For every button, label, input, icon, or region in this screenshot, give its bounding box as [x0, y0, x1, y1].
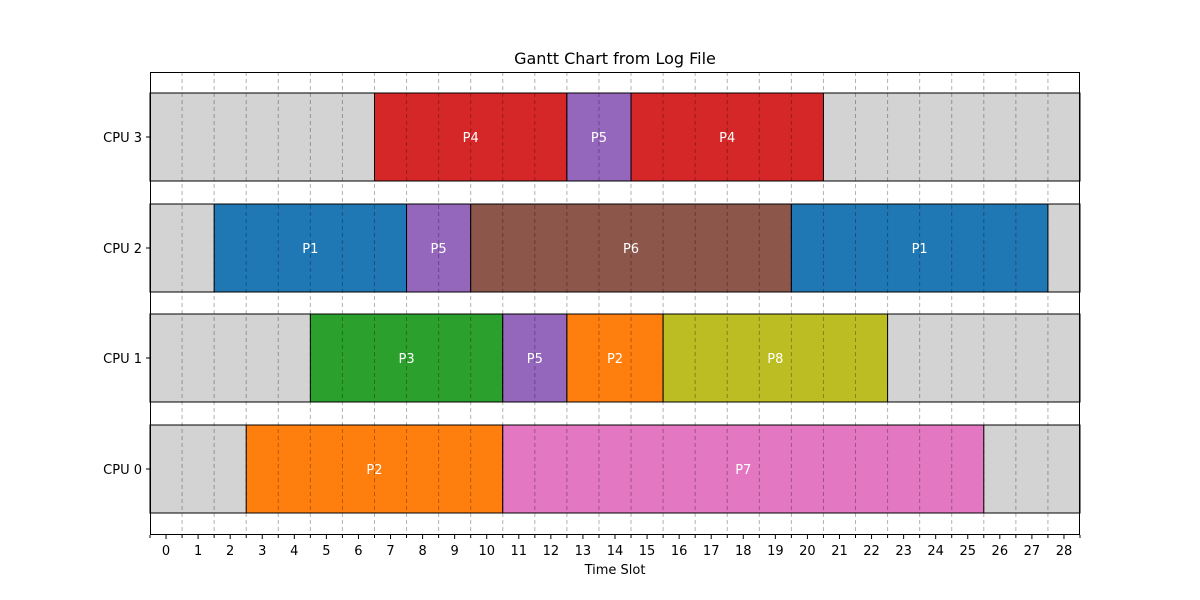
task-label: P4 [463, 131, 479, 146]
x-tick-label: 19 [767, 544, 784, 559]
plot-frame [150, 72, 1080, 535]
task-bar-p8 [662, 313, 889, 403]
task-label: P1 [302, 242, 318, 257]
y-tick-label: CPU 3 [103, 131, 142, 146]
x-tick-label: 20 [799, 544, 816, 559]
x-tick-label: 17 [703, 544, 720, 559]
x-tick-label: 22 [863, 544, 880, 559]
task-label: P5 [431, 242, 447, 257]
x-tick-label: 26 [992, 544, 1009, 559]
task-bar-p5 [566, 92, 632, 182]
task-label: P2 [366, 463, 382, 478]
task-bar-p4 [373, 92, 568, 182]
task-bar-p5 [406, 203, 472, 293]
task-label: P2 [607, 352, 623, 367]
x-tick-label: 7 [386, 544, 394, 559]
x-tick-label: 15 [639, 544, 656, 559]
task-bar-p4 [630, 92, 824, 182]
task-label: P5 [591, 131, 607, 146]
x-tick-label: 3 [258, 544, 266, 559]
task-label: P7 [735, 463, 751, 478]
task-label: P8 [767, 352, 783, 367]
task-bar-p7 [502, 424, 985, 514]
x-tick-label: 2 [226, 544, 234, 559]
x-tick-label: 23 [895, 544, 912, 559]
x-tick-label: 16 [671, 544, 688, 559]
task-bars: P2 P7 P3 P5 P2 P8 P1 P5 P6 P1 P4 P5 P4 [213, 92, 1049, 514]
x-tick-label: 25 [959, 544, 976, 559]
x-tick-label: 21 [831, 544, 848, 559]
x-tick-label: 4 [290, 544, 298, 559]
task-label: P1 [912, 242, 928, 257]
task-bar-p6 [470, 203, 792, 293]
x-tick-label: 11 [511, 544, 528, 559]
task-label: P6 [623, 242, 639, 257]
x-tick-label: 6 [354, 544, 362, 559]
task-bar-p1 [790, 203, 1049, 293]
x-tick-label: 1 [194, 544, 202, 559]
task-label: P4 [719, 131, 735, 146]
chart-title: Gantt Chart from Log File [514, 49, 716, 68]
grid-lines [181, 72, 1049, 535]
task-bar-p3 [309, 313, 504, 403]
x-tick-label: 9 [451, 544, 459, 559]
x-tick-label: 27 [1024, 544, 1041, 559]
y-axis: CPU 0 CPU 1 CPU 2 CPU 3 [103, 131, 150, 478]
x-tick-label: 10 [478, 544, 495, 559]
x-tick-label: 24 [927, 544, 944, 559]
y-tick-label: CPU 1 [103, 352, 142, 367]
task-label: P3 [398, 352, 414, 367]
x-axis: 0 1 2 3 4 5 6 7 8 9 10 11 12 13 14 15 16 17 18 19 20 21 22 23 24… [149, 535, 1081, 559]
x-tick-label: 0 [162, 544, 170, 559]
x-tick-label: 8 [418, 544, 426, 559]
task-bar-p2 [245, 424, 504, 514]
task-bar-p1 [213, 203, 408, 293]
x-tick-label: 18 [735, 544, 752, 559]
y-tick-label: CPU 2 [103, 242, 142, 257]
x-tick-label: 12 [543, 544, 560, 559]
x-axis-label: Time Slot [584, 563, 646, 578]
plot-area: P2 P7 P3 P5 P2 P8 P1 P5 P6 P1 P4 P5 P4 [149, 72, 1081, 535]
x-tick-label: 14 [607, 544, 624, 559]
x-tick-label: 28 [1056, 544, 1073, 559]
x-tick-label: 13 [575, 544, 592, 559]
x-tick-label: 5 [322, 544, 330, 559]
y-tick-label: CPU 0 [103, 463, 142, 478]
task-label: P5 [527, 352, 543, 367]
